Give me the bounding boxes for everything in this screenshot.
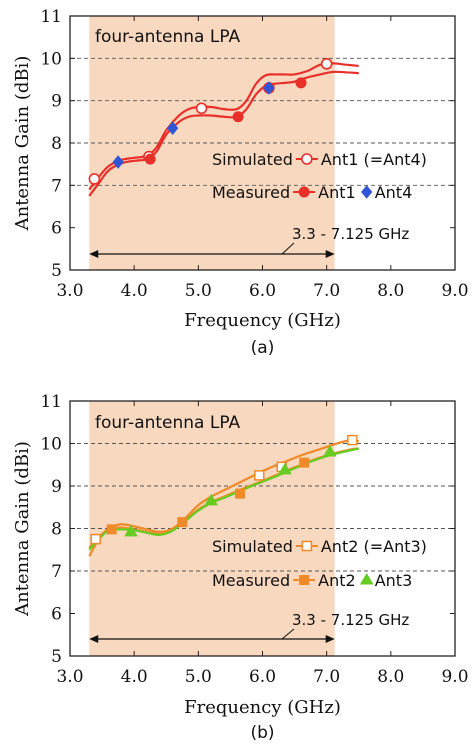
legend-marker: [301, 153, 313, 165]
y-tick-label: 7: [51, 176, 62, 196]
series-marker-1: [295, 77, 307, 89]
annotation-four-antenna-lpa: four-antenna LPA: [95, 27, 241, 47]
band-label-leader: [281, 628, 295, 640]
series-marker-0: [320, 58, 333, 70]
legend-group-label: Simulated: [212, 150, 293, 169]
band-arrow-head-right: [325, 635, 335, 643]
y-tick-label: 10: [40, 49, 62, 69]
x-tick-label: 3.0: [56, 281, 83, 301]
x-tick-label: 6.0: [249, 667, 276, 687]
series-marker-0: [195, 102, 208, 115]
x-tick-label: 7.0: [313, 667, 340, 687]
y-tick-label: 7: [51, 562, 62, 582]
series-marker-2: [124, 524, 138, 537]
legend-group-label: Measured: [212, 183, 290, 202]
band-arrow-head-right: [325, 250, 335, 258]
y-tick-label: 8: [51, 520, 62, 540]
x-axis-label: Frequency (GHz): [184, 697, 341, 718]
series-line-0: [88, 438, 360, 557]
y-tick-label: 11: [40, 7, 62, 27]
series-marker-0: [254, 470, 265, 481]
chart-panel-a: 3.0 4.0 5.0 6.0 7.0 8.0 9.0 5 6 7 8 9 10 11 Frequency …: [12, 7, 469, 358]
series-line-0: [88, 62, 359, 191]
series-marker-0: [88, 173, 101, 185]
x-tick-label: 5.0: [185, 281, 212, 301]
chart-panel-b: 3.0 4.0 5.0 6.0 7.0 8.0 9.0 5 6 7 8 9 10 11 Frequency …: [12, 392, 469, 743]
series-marker-2: [204, 493, 219, 506]
x-tick-label: 8.0: [377, 281, 404, 301]
series-marker-1: [235, 488, 246, 499]
x-tick-label: 4.0: [121, 281, 148, 301]
legend: Simulated Ant2 (=Ant3) Measured Ant2 Ant3: [212, 537, 427, 590]
series-line-1: [88, 70, 359, 197]
series-marker-1: [144, 153, 156, 165]
annotation-four-antenna-lpa: four-antenna LPA: [95, 413, 241, 433]
band-label-leader: [281, 242, 295, 255]
x-tick-label: 4.0: [121, 667, 148, 687]
legend-group-label: Measured: [212, 571, 290, 590]
legend-entry: Ant2: [318, 571, 356, 590]
series-marker-0: [90, 533, 101, 545]
x-tick-label: 9.0: [441, 281, 468, 301]
legend-group-label: Simulated: [212, 537, 293, 556]
x-tick-label: 8.0: [377, 667, 404, 687]
series-marker-0: [347, 434, 358, 446]
x-tick-label: 3.0: [56, 667, 83, 687]
legend-marker: [298, 186, 310, 198]
series-marker-1: [106, 524, 117, 535]
y-tick-label: 9: [51, 477, 62, 497]
x-tick-label: 7.0: [313, 281, 340, 301]
x-axis-label: Frequency (GHz): [184, 310, 341, 331]
y-tick-label: 5: [51, 261, 62, 281]
series-marker-1: [232, 111, 244, 123]
y-tick-label: 8: [51, 134, 62, 154]
band-arrow-head-left: [89, 250, 99, 258]
series-marker-2: [322, 445, 337, 457]
legend-entry: Ant1 (=Ant4): [321, 150, 427, 169]
legend-entry: Ant4: [375, 183, 413, 202]
x-tick-label: 9.0: [441, 667, 468, 687]
series-marker-1: [177, 517, 188, 528]
panel-label: (b): [250, 723, 274, 743]
band-label: 3.3 - 7.125 GHz: [292, 225, 409, 243]
series-marker-1: [299, 457, 310, 468]
y-axis-label: Antenna Gain (dBi): [12, 441, 33, 617]
band-arrow-head-left: [89, 635, 99, 643]
y-tick-label: 11: [40, 392, 62, 412]
y-tick-label: 5: [51, 647, 62, 667]
y-tick-label: 9: [51, 92, 62, 112]
legend-entry: Ant3: [375, 571, 413, 590]
y-tick-label: 6: [51, 219, 62, 239]
y-tick-label: 10: [40, 435, 62, 455]
legend: Simulated Ant1 (=Ant4) Measured Ant1 Ant4: [212, 150, 427, 202]
series-marker-2: [278, 462, 292, 475]
series-marker-2: [112, 155, 124, 169]
legend-marker: [359, 573, 374, 585]
x-tick-label: 5.0: [185, 667, 212, 687]
legend-marker: [361, 185, 373, 199]
y-axis-label: Antenna Gain (dBi): [12, 56, 33, 232]
y-tick-label: 6: [51, 605, 62, 625]
series-marker-2: [263, 81, 275, 95]
legend-marker: [299, 575, 310, 585]
legend-marker: [301, 540, 313, 552]
band-label: 3.3 - 7.125 GHz: [292, 611, 409, 629]
series-marker-2: [167, 121, 179, 135]
panel-label: (a): [251, 338, 275, 358]
legend-entry: Ant1: [318, 183, 356, 202]
legend-entry: Ant2 (=Ant3): [321, 537, 427, 556]
x-tick-label: 6.0: [249, 281, 276, 301]
